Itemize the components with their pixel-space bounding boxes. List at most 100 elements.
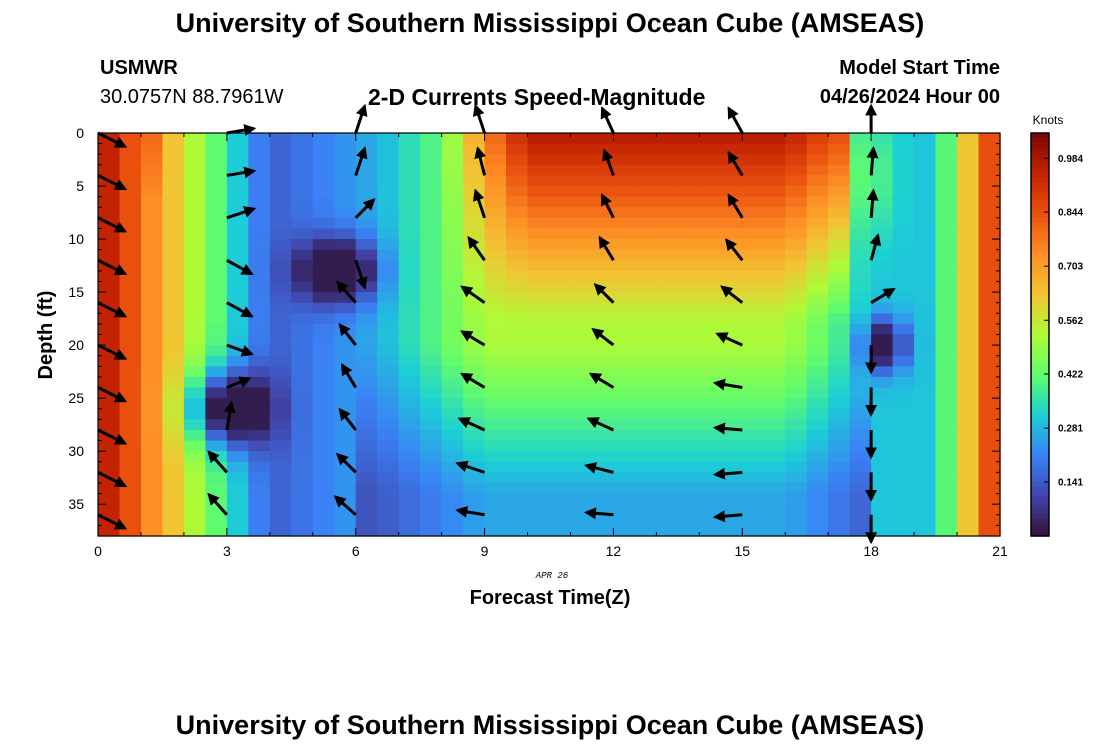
heatmap-cell xyxy=(140,133,164,145)
current-arrow xyxy=(226,301,254,318)
heatmap-cell xyxy=(269,345,292,357)
heatmap-cell xyxy=(806,249,829,261)
heatmap-cell xyxy=(269,217,292,230)
heatmap-cell xyxy=(334,419,357,431)
x-tick-label: 3 xyxy=(223,543,231,559)
heatmap-cell xyxy=(312,207,335,219)
heatmap-cell xyxy=(935,514,958,526)
heatmap-cell xyxy=(978,440,1001,452)
heatmap-cell xyxy=(506,196,529,208)
heatmap-cell xyxy=(871,398,894,410)
heatmap-cell xyxy=(935,493,958,505)
heatmap-cell xyxy=(570,419,593,431)
current-arrow xyxy=(467,235,486,262)
heatmap-cell xyxy=(527,143,550,155)
heatmap-cell xyxy=(484,239,507,251)
heatmap-cell xyxy=(420,419,443,431)
heatmap-cell xyxy=(484,302,507,314)
heatmap-cell xyxy=(978,451,1001,463)
heatmap-cell xyxy=(355,461,378,473)
heatmap-cell xyxy=(742,239,765,251)
heatmap-cell xyxy=(785,419,808,431)
heatmap-cell xyxy=(119,419,142,431)
heatmap-cell xyxy=(935,281,958,293)
heatmap-cell xyxy=(677,355,700,367)
colorbar-swatch xyxy=(1031,141,1049,148)
heatmap-cell xyxy=(398,451,421,463)
current-arrow xyxy=(715,332,743,347)
heatmap-cell xyxy=(420,186,443,198)
x-axis: 0 3 6 9 12 15 18 21 xyxy=(94,133,1008,559)
heatmap-cell xyxy=(656,493,679,505)
heatmap-cell xyxy=(441,292,464,304)
heatmap-cell xyxy=(785,270,808,283)
heatmap-cell xyxy=(398,345,421,357)
heatmap-cell xyxy=(935,175,958,187)
heatmap-cell xyxy=(957,440,980,452)
colorbar-tick-label: 0.844 xyxy=(1058,208,1083,219)
heatmap-cell xyxy=(420,387,443,399)
heatmap-cell xyxy=(892,207,915,219)
heatmap-cell xyxy=(935,323,958,336)
heatmap-cell xyxy=(849,345,872,357)
heatmap-cell xyxy=(248,175,271,187)
heatmap-cell xyxy=(935,387,958,399)
heatmap-cell xyxy=(377,504,400,516)
heatmap-cell xyxy=(420,175,443,187)
heatmap-cell xyxy=(892,228,915,240)
heatmap-cell xyxy=(140,196,164,208)
heatmap-cell xyxy=(785,408,808,420)
heatmap-cell xyxy=(656,228,679,240)
heatmap-cell xyxy=(441,143,464,155)
heatmap-cell xyxy=(377,164,400,177)
heatmap-cell xyxy=(506,451,529,463)
heatmap-cell xyxy=(441,217,464,230)
heatmap-cell xyxy=(806,281,829,293)
heatmap-cell xyxy=(742,133,765,145)
heatmap-cell xyxy=(98,249,121,261)
heatmap-cell xyxy=(871,387,894,399)
heatmap-cell xyxy=(957,313,980,325)
heatmap-cell xyxy=(119,207,142,219)
heatmap-cell xyxy=(720,387,743,399)
heatmap-cell xyxy=(591,249,615,261)
heatmap-cell xyxy=(763,133,786,145)
heatmap-cell xyxy=(98,239,121,251)
heatmap-cell xyxy=(892,196,915,208)
heatmap-cell xyxy=(162,419,185,431)
colorbar-swatch xyxy=(1031,518,1049,524)
heatmap-cell xyxy=(291,154,314,166)
heatmap-cell xyxy=(334,186,357,198)
heatmap-cell xyxy=(763,186,786,198)
heatmap-cell xyxy=(463,355,486,367)
heatmap-cell xyxy=(226,440,249,452)
heatmap-cell xyxy=(312,292,335,304)
heatmap-cell xyxy=(699,323,722,336)
heatmap-cell xyxy=(248,186,271,198)
heatmap-cell xyxy=(892,270,915,283)
colorbar-swatch xyxy=(1031,370,1049,376)
heatmap-cell xyxy=(871,525,894,537)
heatmap-cell xyxy=(398,154,421,166)
heatmap-cell xyxy=(957,281,980,293)
heatmap-cell xyxy=(463,504,486,516)
heatmap-cell xyxy=(549,143,572,155)
heatmap-cell xyxy=(720,186,743,198)
heatmap-cell xyxy=(720,504,743,516)
heatmap-cell xyxy=(398,228,421,240)
heatmap-cell xyxy=(183,292,206,304)
colorbar-swatch xyxy=(1031,428,1049,434)
heatmap-cell xyxy=(763,334,786,346)
heatmap-cell xyxy=(355,419,378,431)
heatmap-cell xyxy=(269,461,292,473)
heatmap-cell xyxy=(506,281,529,293)
heatmap-cell xyxy=(591,313,615,325)
heatmap-cell xyxy=(269,366,292,378)
heatmap-cell xyxy=(742,313,765,325)
heatmap-cell xyxy=(742,345,765,357)
heatmap-cell xyxy=(377,472,400,484)
heatmap-cell xyxy=(634,376,657,389)
heatmap-cell xyxy=(441,419,464,431)
heatmap-cell xyxy=(119,239,142,251)
y-tick-label: 35 xyxy=(68,496,84,512)
